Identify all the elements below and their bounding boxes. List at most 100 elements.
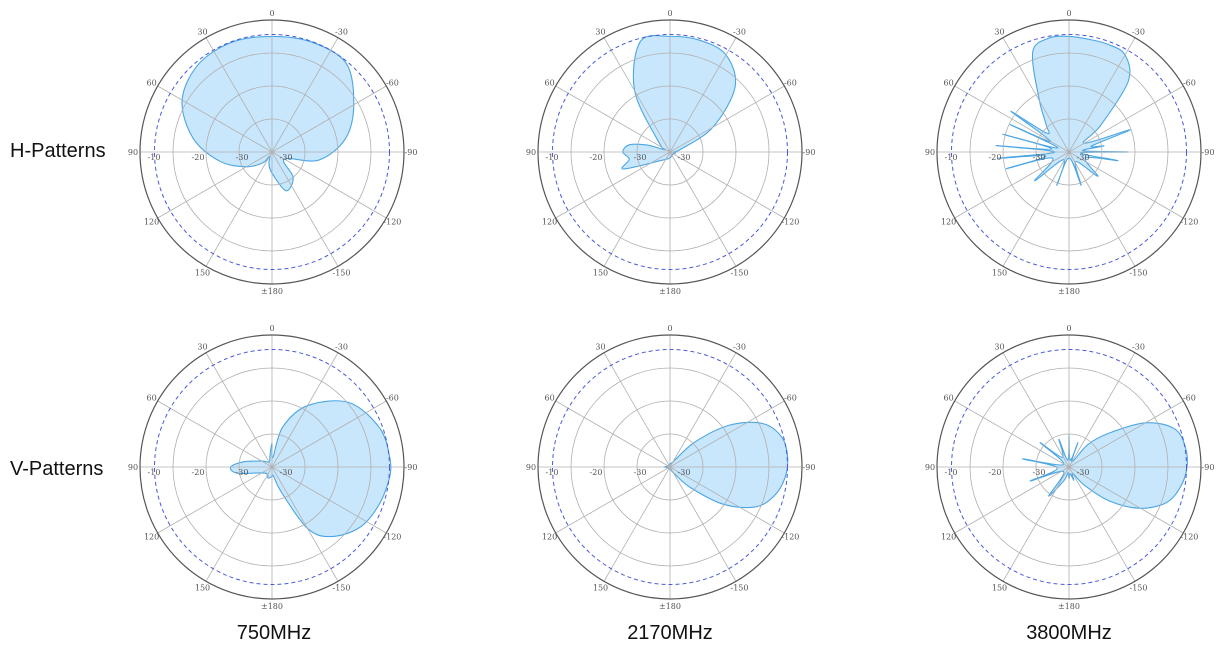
- radiation-pattern-lobe: [229, 400, 392, 538]
- radiation-pattern-lobe: [1021, 422, 1188, 509]
- polar-chart-h-750: 0 -30 -60 -90 -120 -150 ±180 150 120 90 60 30 -10 -20…: [128, 9, 418, 296]
- center-tick-label: -30: [280, 153, 293, 162]
- grid-spoke: [157, 400, 273, 468]
- angle-tick-label: ±180: [659, 287, 681, 296]
- angle-tick-label: -150: [1130, 583, 1148, 592]
- radial-tick-label: -30: [236, 153, 249, 162]
- grid-spoke: [157, 466, 273, 534]
- grid-spoke: [1068, 151, 1136, 267]
- column-label-2170mhz: 2170MHz: [627, 622, 713, 644]
- angle-tick-label: 0: [1066, 9, 1071, 18]
- angle-tick-label: -60: [386, 79, 399, 88]
- angle-tick-label: -90: [1202, 463, 1215, 472]
- angle-tick-label: -120: [1180, 533, 1198, 542]
- angle-tick-label: 0: [269, 324, 274, 333]
- grid-spoke: [669, 85, 785, 153]
- grid-spoke: [271, 400, 387, 468]
- angle-tick-label: -60: [386, 394, 399, 403]
- radial-tick-label: -10: [148, 153, 161, 162]
- grid-spoke: [157, 151, 273, 219]
- angle-tick-label: 150: [195, 268, 210, 277]
- angle-tick-label: -90: [803, 463, 816, 472]
- column-label-3800mhz: 3800MHz: [1026, 622, 1112, 644]
- angle-tick-label: 150: [195, 583, 210, 592]
- angle-tick-label: 30: [197, 28, 207, 37]
- angle-tick-label: -30: [733, 28, 746, 37]
- grid-spoke: [555, 466, 671, 534]
- angle-tick-label: -120: [781, 533, 799, 542]
- reference-ring: [951, 34, 1187, 270]
- radial-tick-label: -10: [945, 468, 958, 477]
- grid-spoke: [271, 37, 339, 153]
- center-tick-label: -30: [1077, 153, 1090, 162]
- grid-spoke: [1002, 151, 1070, 267]
- grid-spoke: [603, 37, 671, 153]
- angle-tick-label: ±180: [261, 602, 283, 611]
- grid-spoke: [669, 151, 785, 219]
- grid-spoke: [1068, 151, 1184, 219]
- grid-spoke: [271, 466, 339, 582]
- grid-spoke: [954, 466, 1070, 534]
- angle-tick-label: 60: [944, 79, 954, 88]
- grid-spoke: [954, 151, 1070, 219]
- grid-spoke: [1068, 352, 1136, 468]
- radial-tick-label: -20: [590, 468, 603, 477]
- angle-tick-label: 90: [526, 463, 536, 472]
- angle-tick-label: 120: [941, 533, 956, 542]
- radiation-pattern-lobe: [663, 421, 789, 509]
- grid-spoke: [603, 151, 671, 267]
- row-label-v-patterns: V-Patterns: [10, 458, 104, 480]
- angle-tick-label: 30: [595, 343, 605, 352]
- grid-spoke: [205, 466, 273, 582]
- angle-tick-label: 90: [925, 463, 935, 472]
- radial-tick-label: -10: [546, 468, 559, 477]
- grid-spoke: [669, 37, 737, 153]
- polar-chart-v-750: 0 -30 -60 -90 -120 -150 ±180 150 120 90 60 30 -10 -20…: [128, 324, 418, 611]
- angle-tick-label: 60: [147, 394, 157, 403]
- grid-spoke: [954, 85, 1070, 153]
- outer-ring: [139, 334, 405, 600]
- radial-tick-label: -10: [945, 153, 958, 162]
- angle-tick-label: -90: [405, 148, 418, 157]
- angle-tick-label: -90: [1202, 148, 1215, 157]
- reference-ring: [154, 349, 390, 585]
- grid-spoke: [205, 37, 273, 153]
- center-tick-label: -30: [678, 468, 691, 477]
- angle-tick-label: ±180: [261, 287, 283, 296]
- grid-spoke: [555, 85, 671, 153]
- radial-tick-label: -30: [1033, 468, 1046, 477]
- angle-tick-label: 0: [1066, 324, 1071, 333]
- center-tick-label: -30: [280, 468, 293, 477]
- grid-spoke: [157, 85, 273, 153]
- angle-tick-label: 120: [144, 218, 159, 227]
- angle-tick-label: -150: [731, 583, 749, 592]
- angle-tick-label: 150: [593, 583, 608, 592]
- angle-tick-label: 60: [545, 79, 555, 88]
- radial-tick-label: -20: [989, 468, 1002, 477]
- outer-ring: [936, 19, 1202, 285]
- angle-tick-label: -150: [1130, 268, 1148, 277]
- angle-tick-label: -90: [803, 148, 816, 157]
- grid-spoke: [271, 151, 387, 219]
- grid-spoke: [1068, 466, 1184, 534]
- grid-spoke: [1002, 466, 1070, 582]
- grid-spoke: [1002, 37, 1070, 153]
- reference-ring: [552, 34, 788, 270]
- grid-spoke: [1068, 466, 1136, 582]
- angle-tick-label: -120: [383, 218, 401, 227]
- outer-ring: [139, 19, 405, 285]
- angle-tick-label: 30: [994, 343, 1004, 352]
- angle-tick-label: 30: [994, 28, 1004, 37]
- grid-spoke: [954, 400, 1070, 468]
- grid-spoke: [603, 352, 671, 468]
- reference-ring: [552, 349, 788, 585]
- grid-spoke: [555, 400, 671, 468]
- radiation-pattern-lobe: [621, 35, 737, 170]
- grid-spoke: [271, 151, 339, 267]
- angle-tick-label: -30: [733, 343, 746, 352]
- radial-tick-label: -20: [590, 153, 603, 162]
- radial-tick-label: -20: [192, 153, 205, 162]
- angle-tick-label: -60: [784, 79, 797, 88]
- radial-tick-label: -10: [148, 468, 161, 477]
- grid-spoke: [1068, 400, 1184, 468]
